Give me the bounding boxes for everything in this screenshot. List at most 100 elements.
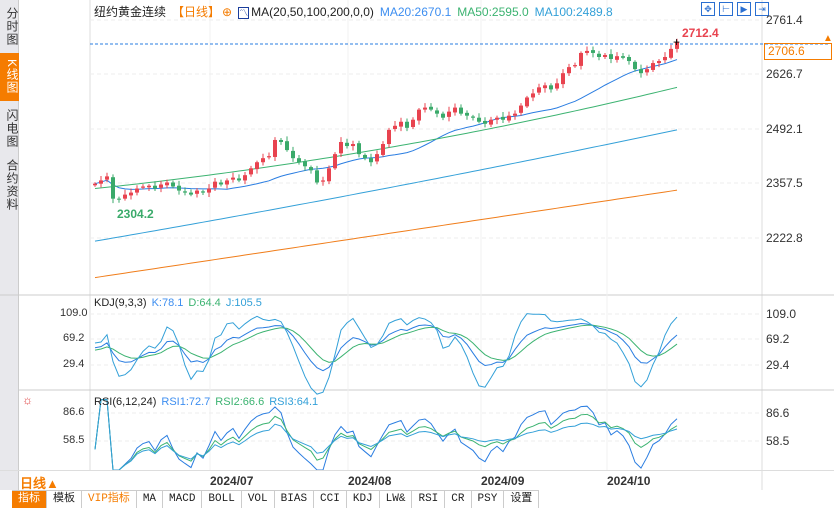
rsi-label[interactable]: RSI(6,12,24): [94, 396, 157, 408]
candle-body: [405, 121, 409, 128]
price-tick: 2222.8: [766, 231, 803, 245]
indicator-tab[interactable]: MA: [137, 491, 164, 508]
kdj-tick: 109.0: [766, 307, 797, 321]
rsi3-value: RSI3:64.1: [269, 396, 319, 408]
kdj-label[interactable]: KDJ(9,3,3): [94, 297, 147, 309]
ma-label[interactable]: MA(20,50,100,200,0,0): [251, 5, 374, 19]
candle-body: [435, 110, 439, 114]
tab-time-chart[interactable]: 分时图: [5, 6, 19, 46]
candle-body: [573, 65, 577, 67]
high-price-label: 2712.4: [682, 26, 719, 40]
candle-body: [369, 158, 373, 163]
time-tick: 2024/08: [348, 474, 392, 488]
candle-body: [507, 115, 511, 121]
price-tick: 2492.1: [766, 122, 803, 136]
indicator-tab[interactable]: 模板: [47, 491, 82, 508]
rsi-tick: 86.6: [766, 406, 790, 420]
candle-body: [585, 50, 589, 53]
candle-body: [393, 125, 397, 130]
candle-body: [537, 87, 541, 93]
instrument-title: 纽约黄金连续: [94, 5, 167, 19]
crosshair-icon[interactable]: ✥: [701, 2, 715, 16]
tab-flash-chart[interactable]: 闪电图: [5, 108, 19, 148]
candle-body: [171, 182, 175, 187]
kdj-d: D:64.4: [188, 297, 221, 309]
indicator-tab[interactable]: 指标: [12, 491, 47, 508]
candle-body: [99, 180, 103, 184]
indicator-tab[interactable]: LW&: [380, 491, 413, 508]
candle-body: [291, 150, 295, 159]
candle-body: [165, 182, 169, 186]
candle-body: [633, 61, 637, 70]
crosshair-marker: +: [673, 35, 680, 49]
tab-contract-info[interactable]: 合约资料: [5, 159, 19, 211]
candle-body: [621, 56, 625, 58]
candle-body: [525, 97, 529, 107]
tab-kline-chart[interactable]: K线图: [0, 53, 19, 101]
indicator-tab[interactable]: VOL: [242, 491, 275, 508]
candle-body: [303, 161, 307, 167]
candle-body: [93, 183, 97, 186]
kdj-k-line: [94, 323, 678, 372]
indicator-tab[interactable]: MACD: [163, 491, 203, 508]
indicator-tab[interactable]: BIAS: [275, 491, 315, 508]
time-axis: 日线▲ 2024/07 2024/08 2024/09 2024/10: [0, 470, 834, 491]
ma50-line: [94, 86, 678, 190]
rsi3-line: [94, 399, 678, 471]
period-selector[interactable]: 日线▲: [20, 476, 59, 491]
zoom-range-icon[interactable]: ⊢: [719, 2, 733, 16]
candle-body: [477, 117, 481, 122]
kdj-k: K:78.1: [151, 297, 184, 309]
kdj-tick: 29.4: [766, 358, 790, 372]
rsi-left-tick: 58.5: [63, 434, 85, 446]
price-tick: 2357.5: [766, 176, 803, 190]
candle-body: [321, 180, 325, 182]
candle-body: [309, 167, 313, 171]
candle-body: [243, 175, 247, 181]
candle-body: [567, 67, 571, 74]
indicator-tab[interactable]: 设置: [504, 491, 540, 508]
candle-body: [249, 168, 253, 175]
candle-body: [513, 113, 517, 116]
sun-settings-icon[interactable]: ☼: [22, 393, 33, 407]
ma50-value: MA50:2595.0: [457, 5, 529, 19]
exit-icon[interactable]: ⇥: [755, 2, 769, 16]
candle-body: [639, 69, 643, 74]
indicator-tab[interactable]: CR: [445, 491, 472, 508]
indicator-tab[interactable]: PSY: [472, 491, 505, 508]
candle-body: [273, 139, 277, 157]
candle-body: [645, 69, 649, 73]
ma-chart-icon[interactable]: 〽: [238, 7, 250, 19]
price-tick: 2626.7: [766, 67, 803, 81]
candle-body: [267, 156, 271, 158]
period-tag: 【日线】: [172, 5, 221, 19]
candle-body: [381, 144, 385, 155]
candle-body: [147, 185, 151, 188]
add-indicator-icon[interactable]: ⊕: [222, 5, 233, 19]
candle-body: [213, 181, 217, 188]
chart-legend: 纽约黄金连续 【日线】 ⊕ 〽 MA(20,50,100,200,0,0) MA20:26…: [94, 3, 619, 20]
candle-body: [207, 188, 211, 193]
candle-body: [177, 185, 181, 191]
kdj-tick: 69.2: [766, 332, 790, 346]
indicator-tab[interactable]: KDJ: [347, 491, 380, 508]
candle-body: [285, 141, 289, 151]
indicator-tab[interactable]: VIP指标: [82, 491, 137, 508]
indicator-tab[interactable]: CCI: [314, 491, 347, 508]
price-alert-icon[interactable]: ▲: [823, 33, 833, 44]
candle-body: [183, 191, 187, 193]
candle-body: [333, 154, 337, 169]
indicator-tab[interactable]: BOLL: [202, 491, 242, 508]
play-icon[interactable]: ▶: [737, 2, 751, 16]
candle-body: [669, 48, 673, 58]
candle-body: [225, 180, 229, 185]
rsi-legend: RSI(6,12,24) RSI1:72.7 RSI2:66.6 RSI3:64.1: [94, 396, 323, 408]
candle-body: [399, 121, 403, 127]
candle-body: [627, 56, 631, 62]
candle-body: [603, 54, 607, 57]
candle-body: [123, 194, 127, 199]
candle-body: [387, 129, 391, 145]
candle-body: [495, 117, 499, 120]
indicator-tab[interactable]: RSI: [412, 491, 446, 508]
